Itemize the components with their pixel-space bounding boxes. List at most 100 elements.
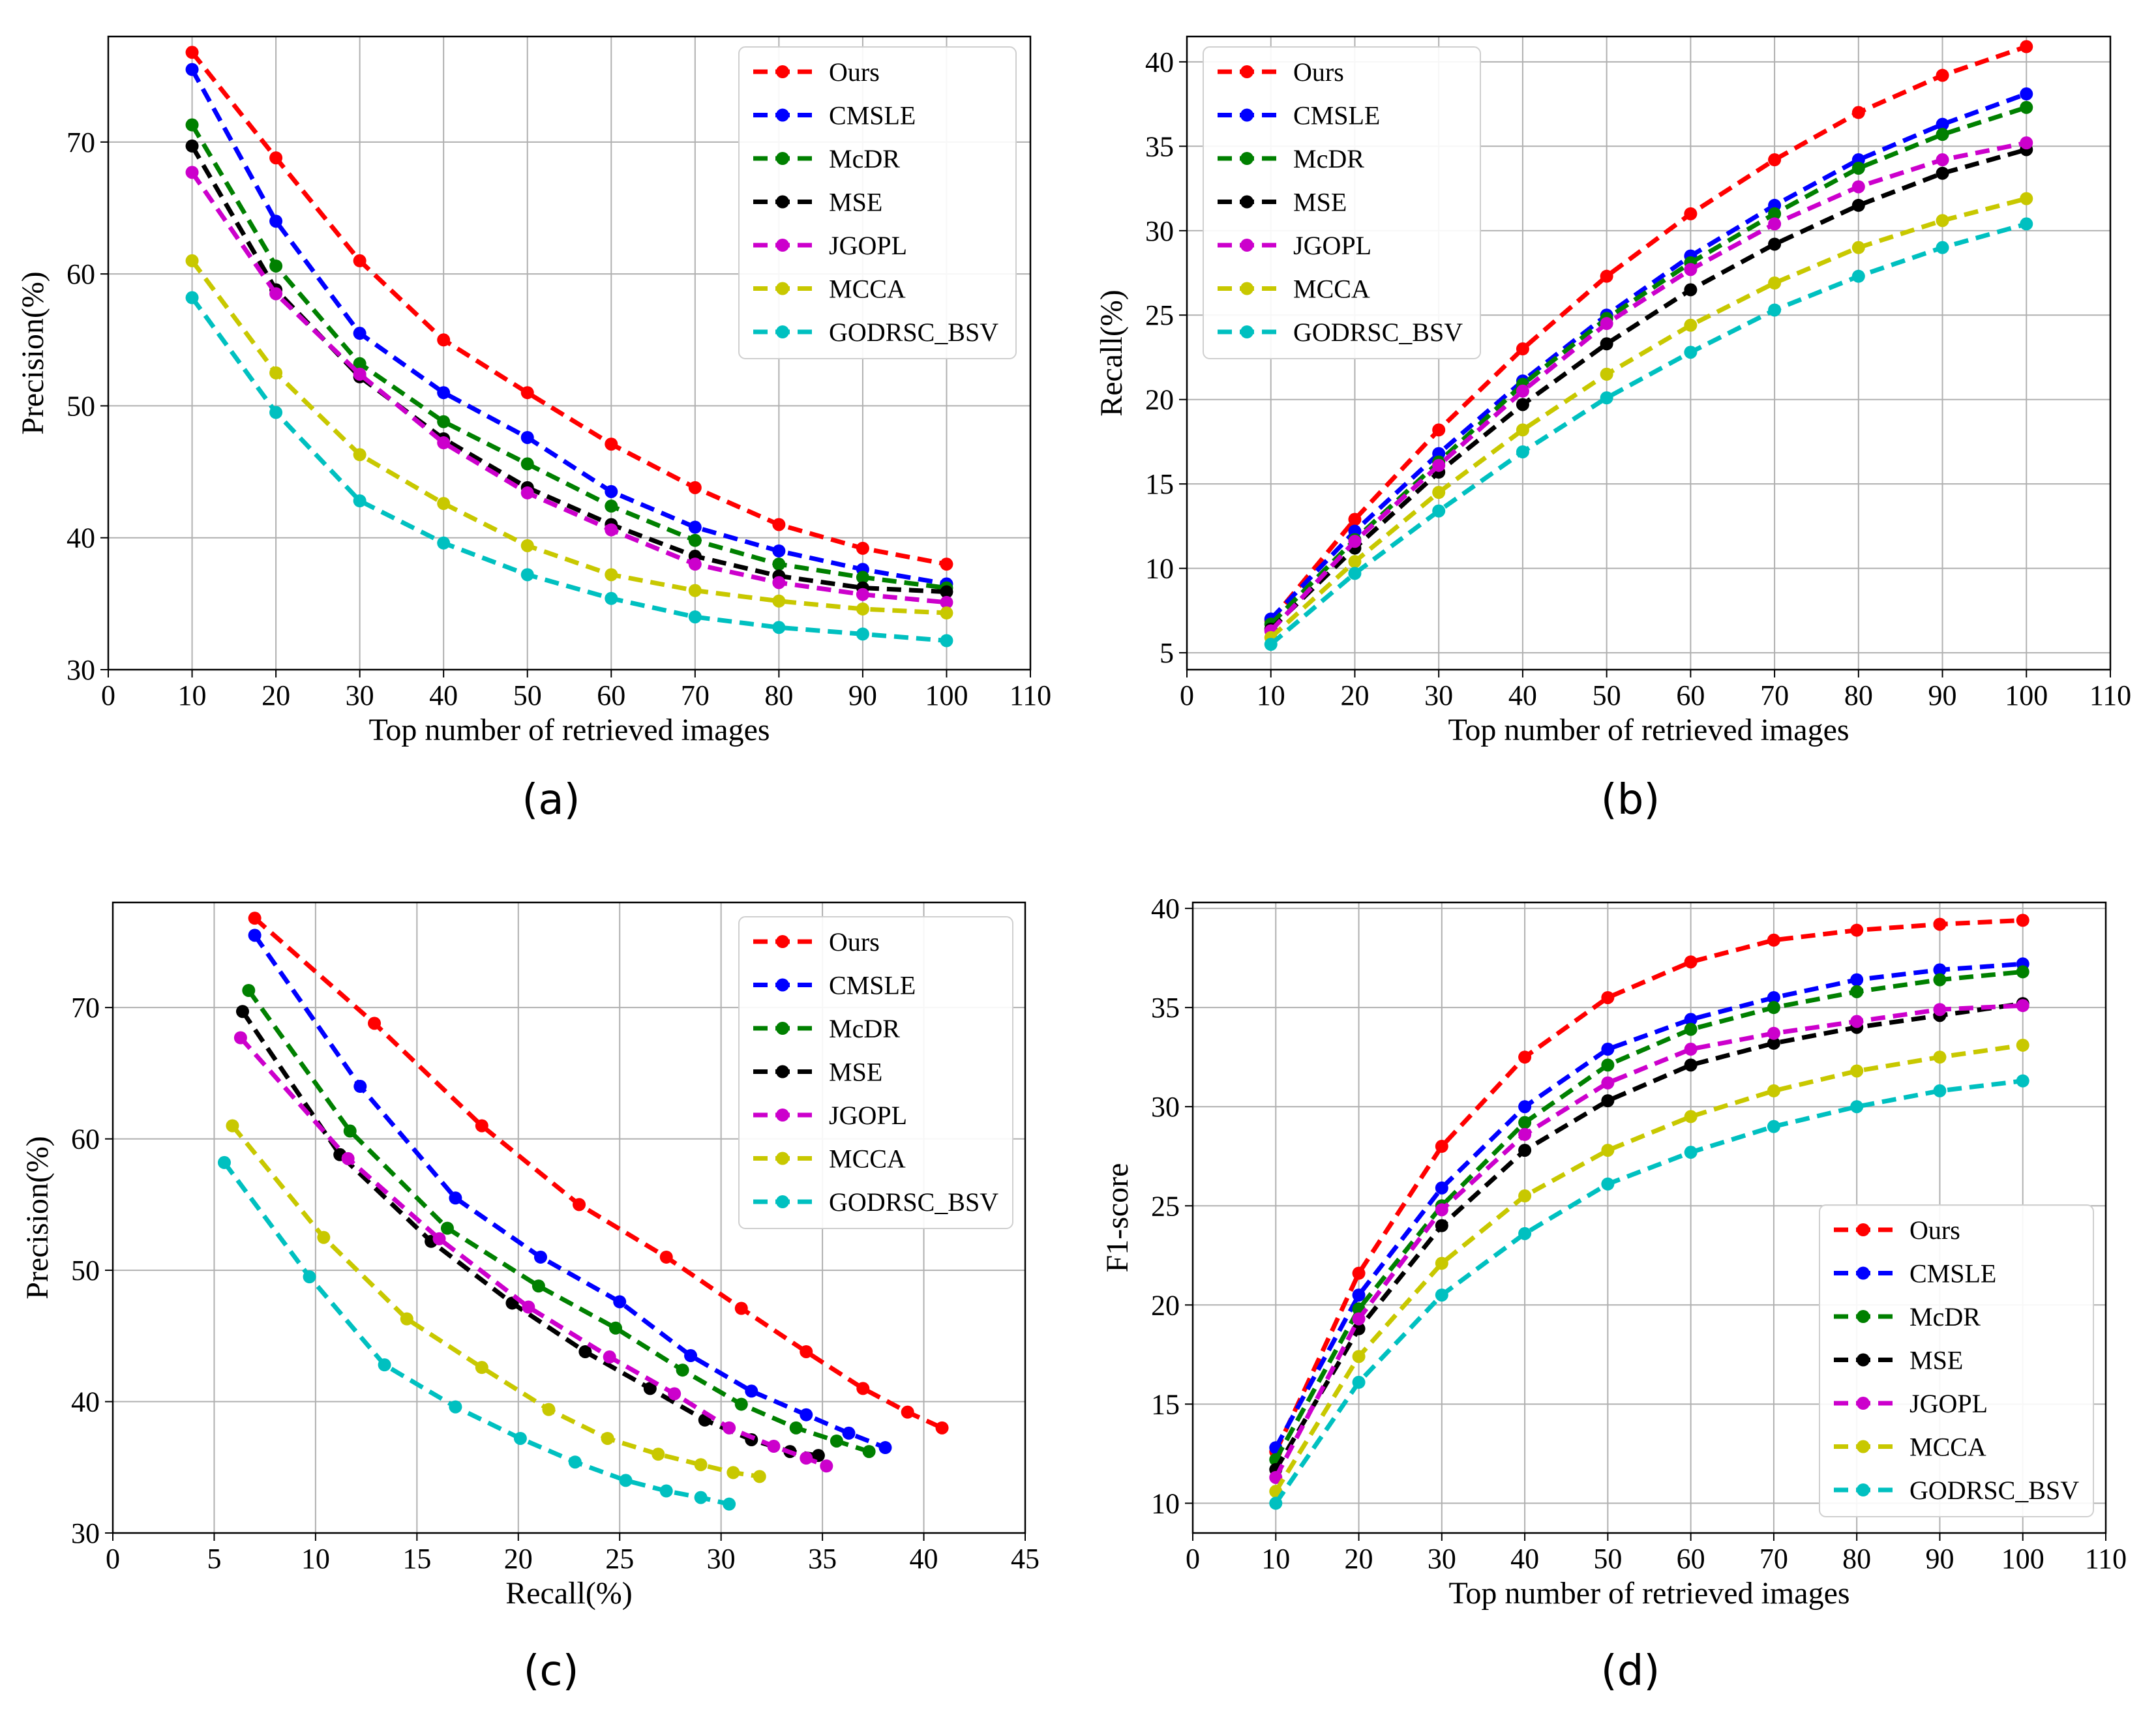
data-point (1851, 161, 1865, 175)
legend-item: Ours (753, 927, 880, 957)
chart-panel-d: 0 10 20 30 40 50 60 70 80 90 100 11010152025303540T… (1100, 893, 2127, 1695)
data-point (694, 1491, 708, 1504)
y-tick-label: 35 (1151, 992, 1180, 1024)
series-line (1274, 917, 2023, 1453)
legend-marker (1240, 195, 1253, 209)
data-point (185, 118, 199, 132)
series-mse (1264, 143, 2033, 636)
legend-marker (1240, 325, 1253, 338)
chart-panel-b: 0 10 20 30 40 50 60 70 80 90 100 110 5 10 15 20 25 30 35 40… (1094, 35, 2131, 824)
x-tick-label: 10 (178, 679, 207, 711)
data-point (520, 568, 534, 582)
data-point (767, 1440, 781, 1453)
legend-label: MCCA (1293, 275, 1370, 304)
x-tick-label: 70 (681, 679, 710, 711)
x-tick-label: 90 (1928, 679, 1957, 711)
legend-marker (1857, 1397, 1870, 1410)
legend: Ours CMSLE McDR MSE JGOPL MCCA GODRSC_BSV (738, 916, 1013, 1229)
legend-label: JGOPL (829, 1101, 907, 1130)
data-point (772, 594, 786, 608)
series-line (190, 51, 948, 567)
legend-item: CMSLE (753, 971, 916, 1000)
x-tick-label: 80 (764, 679, 793, 711)
series-line (1274, 1003, 2023, 1479)
y-tick-label: 10 (1145, 553, 1174, 585)
data-point (1600, 269, 1613, 283)
data-point (437, 436, 451, 450)
legend-marker (1240, 65, 1253, 78)
data-point (800, 1345, 813, 1358)
series-mcdr (185, 118, 953, 595)
data-point (613, 1295, 627, 1309)
legend-item: JGOPL (1834, 1389, 1988, 1418)
data-point (578, 1345, 592, 1358)
data-point (1601, 1144, 1615, 1157)
legend-label: MSE (829, 1058, 882, 1087)
data-point (856, 627, 869, 641)
x-tick-label: 80 (1844, 679, 1873, 711)
series-line (1269, 196, 2028, 640)
legend-label: GODRSC_BSV (829, 318, 998, 347)
data-point (532, 1279, 545, 1293)
plot-frame (112, 901, 1026, 1534)
data-point (605, 438, 618, 451)
data-point (842, 1426, 856, 1440)
y-tick-label: 40 (71, 1386, 100, 1418)
data-point (317, 1230, 331, 1244)
data-point (2016, 914, 2029, 927)
data-point (1518, 1100, 1532, 1114)
data-point (1684, 1110, 1698, 1123)
legend-marker (1240, 239, 1253, 252)
data-point (772, 518, 786, 531)
data-point (226, 1119, 239, 1133)
data-point (1850, 923, 1864, 937)
data-point (1684, 1022, 1698, 1036)
data-point (1768, 237, 1782, 251)
data-point (2020, 192, 2033, 205)
data-point (573, 1198, 586, 1212)
legend-marker (776, 1152, 789, 1165)
data-point (772, 544, 786, 558)
legend-item: CMSLE (1218, 101, 1380, 130)
series-line (1274, 1001, 2024, 1471)
x-tick-label: 60 (1677, 1543, 1705, 1575)
legend-label: CMSLE (829, 101, 916, 130)
data-point (745, 1384, 758, 1398)
legend-box (1203, 46, 1481, 359)
legend: Ours CMSLE McDR MSE JGOPL MCCA GODRSC_BSV (738, 46, 1017, 359)
data-point (1600, 317, 1613, 331)
data-point (1936, 117, 1949, 131)
legend-item: McDR (1218, 144, 1364, 173)
data-point (233, 1031, 247, 1045)
data-point (568, 1455, 582, 1469)
legend-label: MCCA (829, 1144, 906, 1174)
x-axis-label: Recall(%) (505, 1576, 633, 1611)
y-tick-label: 60 (67, 258, 95, 290)
legend: Ours CMSLE McDR MSE JGOPL MCCA GODRSC_BSV (1203, 46, 1481, 359)
data-point (1352, 1375, 1366, 1389)
data-point (772, 558, 786, 571)
x-tick-label: 0 (101, 679, 115, 711)
data-point (269, 259, 283, 273)
data-point (603, 1350, 616, 1364)
x-tick-label: 10 (1257, 679, 1285, 711)
data-point (1435, 1203, 1448, 1217)
legend-item: MCCA (753, 1144, 906, 1174)
legend-label: MSE (1909, 1346, 1963, 1375)
data-point (856, 602, 869, 616)
series-mcdr (242, 983, 876, 1459)
series-line (1274, 1043, 2024, 1493)
data-point (248, 912, 262, 925)
data-point (1936, 166, 1949, 180)
data-point (1601, 1094, 1615, 1108)
data-point (432, 1232, 446, 1245)
data-point (772, 576, 786, 589)
series-line (247, 989, 870, 1454)
data-point (1269, 1470, 1283, 1484)
y-tick-label: 50 (71, 1255, 100, 1287)
x-tick-label: 50 (513, 679, 542, 711)
data-point (830, 1434, 843, 1448)
legend-label: JGOPL (1909, 1389, 1988, 1418)
data-point (353, 327, 367, 340)
data-point (1933, 1003, 1947, 1017)
